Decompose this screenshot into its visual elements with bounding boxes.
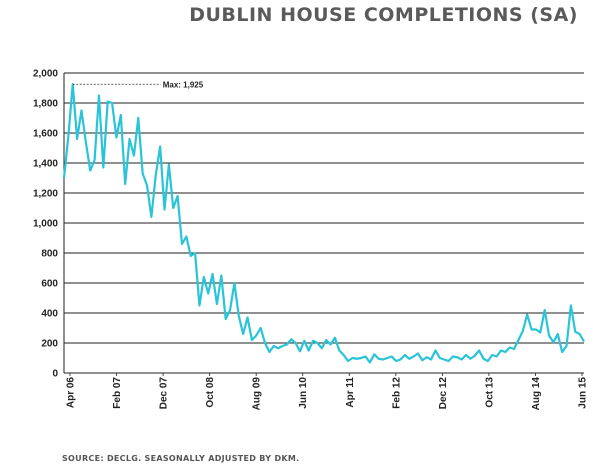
x-tick-label: Apr 06 [66, 377, 77, 409]
series-line [62, 83, 585, 364]
x-tick-label: Aug 09 [252, 377, 263, 411]
x-tick-label: Feb 12 [391, 377, 402, 409]
y-tick-label: 800 [41, 249, 58, 260]
y-tick-label: 1,800 [33, 99, 58, 110]
y-tick-label: 1,400 [33, 159, 58, 170]
x-tick-label: Feb 07 [112, 377, 123, 409]
x-tick-label: Jun 15 [578, 377, 589, 409]
y-tick-label: 400 [41, 309, 58, 320]
y-tick-label: 600 [41, 279, 58, 290]
x-tick-label: Oct 13 [484, 377, 495, 408]
x-tick-label: Dec 12 [438, 377, 449, 410]
x-tick-label: Dec 07 [159, 377, 170, 410]
y-tick-label: 200 [41, 339, 58, 350]
y-tick-label: 2,000 [33, 69, 58, 80]
x-tick-label: Aug 14 [531, 377, 542, 411]
y-tick-label: 1,000 [33, 219, 58, 230]
chart-source-note: SOURCE: DECLG. SEASONALLY ADJUSTED BY DK… [62, 454, 300, 463]
x-tick-label: Jun 10 [298, 377, 309, 409]
y-tick-label: 1,600 [33, 129, 58, 140]
y-tick-label: 0 [52, 369, 58, 380]
y-tick-label: 1,200 [33, 189, 58, 200]
gridlines [64, 72, 584, 344]
x-axis-tick-labels: Apr 06 Feb 07 Dec 07 Oct 08 Aug 09 Jun 10 Apr … [66, 373, 589, 410]
chart-title: DUBLIN HOUSE COMPLETIONS (SA) [189, 4, 578, 26]
x-tick-label: Apr 11 [345, 377, 356, 408]
y-axis-tick-labels: 0 200 400 600 800 1,000 1,200 1,400 1,600 1,800 2,… [33, 69, 58, 380]
x-tick-label: Oct 08 [205, 377, 216, 408]
max-annotation-label: Max: 1,925 [163, 80, 204, 89]
